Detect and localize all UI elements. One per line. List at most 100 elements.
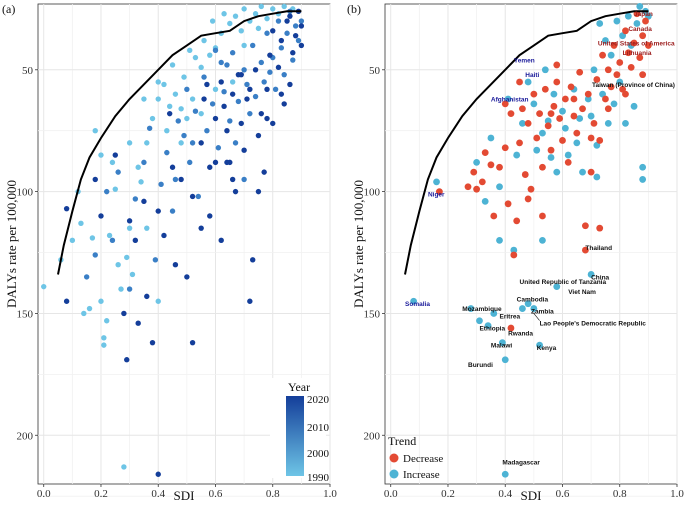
increase-point: [496, 236, 503, 244]
decrease-point: [613, 71, 621, 79]
data-point: [258, 3, 264, 10]
data-point: [189, 339, 196, 346]
decrease-point: [556, 115, 564, 122]
data-point: [198, 225, 204, 231]
data-point: [187, 159, 193, 166]
year-legend: Year 2020 2010 2000 1990: [270, 378, 330, 484]
decrease-point: [581, 222, 589, 230]
increase-point: [410, 297, 418, 305]
decrease-point: [507, 324, 515, 332]
x-tick-label: 0.2: [441, 488, 455, 500]
data-point: [81, 310, 87, 317]
increase-point: [490, 310, 498, 317]
country-label: United States of America: [598, 40, 675, 47]
data-point: [189, 140, 196, 146]
data-point: [158, 181, 164, 188]
data-point: [241, 67, 247, 73]
decrease-point: [553, 78, 561, 86]
data-point: [141, 96, 147, 102]
data-point: [184, 274, 190, 280]
data-point: [101, 342, 107, 348]
data-point: [181, 132, 187, 139]
data-point: [132, 237, 139, 244]
data-point: [92, 176, 98, 183]
increase-point: [544, 117, 552, 125]
decrease-point: [573, 129, 581, 137]
data-point: [126, 140, 133, 146]
data-point: [232, 13, 239, 19]
panel-b-tag: (b): [347, 2, 361, 16]
increase-point: [553, 283, 561, 291]
data-point: [204, 81, 210, 88]
panel-a-frontier-line: [57, 10, 302, 275]
increase-point: [533, 146, 541, 154]
increase-point: [541, 66, 549, 74]
trend-legend-increase-dot: [389, 469, 399, 479]
decrease-point: [561, 95, 569, 103]
decrease-point: [550, 102, 558, 110]
y-tick-label: 200: [364, 430, 381, 442]
trend-legend-title: Trend: [388, 434, 416, 448]
decrease-point: [536, 110, 543, 118]
data-point: [235, 98, 242, 105]
data-point: [281, 101, 287, 107]
panel-a-y-axis: 50 100 150 200: [17, 65, 38, 442]
data-point: [238, 71, 244, 78]
increase-point: [561, 124, 569, 132]
y-tick-label: 150: [364, 308, 381, 320]
decrease-point: [587, 134, 595, 142]
decrease-point: [547, 146, 555, 154]
country-label: Japan: [634, 11, 653, 18]
year-legend-2000: 2000: [307, 448, 330, 460]
trend-legend-decrease-dot: [389, 453, 399, 463]
decrease-point: [584, 90, 592, 98]
panel-b-frontier-line: [404, 10, 649, 275]
data-point: [121, 464, 127, 470]
data-point: [261, 79, 267, 85]
country-label: Ethiopia: [479, 325, 505, 332]
y-tick-label: 100: [17, 187, 34, 199]
decrease-point: [624, 49, 632, 57]
data-point: [258, 59, 264, 66]
data-point: [104, 318, 110, 324]
increase-point: [467, 305, 475, 312]
data-point: [278, 45, 285, 51]
data-point: [86, 305, 93, 312]
data-point: [161, 81, 167, 88]
increase-point: [576, 115, 584, 122]
increase-point: [587, 112, 595, 120]
year-colorbar: [286, 396, 304, 476]
data-point: [98, 152, 104, 158]
data-point: [212, 115, 219, 122]
increase-point: [553, 168, 561, 176]
increase-point: [579, 168, 586, 176]
data-point: [184, 86, 190, 92]
data-point: [115, 262, 121, 268]
year-legend-title: Year: [288, 380, 310, 394]
data-point: [201, 96, 207, 102]
data-point: [126, 286, 133, 292]
data-point: [290, 57, 296, 63]
increase-point: [590, 66, 598, 74]
decrease-point: [581, 246, 589, 254]
data-point: [270, 28, 276, 34]
data-point: [198, 110, 204, 117]
data-point: [126, 225, 133, 231]
increase-point: [630, 102, 638, 110]
data-point: [224, 128, 230, 134]
trend-legend-decrease-label: Decrease: [403, 453, 443, 465]
data-point: [112, 186, 118, 192]
decrease-point: [510, 251, 518, 259]
data-point: [221, 11, 227, 17]
data-point: [255, 132, 262, 139]
decrease-point: [524, 119, 532, 127]
data-point: [126, 218, 133, 224]
increase-point: [539, 236, 546, 244]
country-label: Lithuania: [623, 50, 652, 57]
y-tick-label: 100: [364, 187, 381, 199]
data-point: [135, 164, 141, 170]
panel-a-points: [41, 3, 305, 477]
decrease-point: [501, 100, 509, 108]
x-tick-label: 0.4: [498, 488, 512, 500]
panel-a-y-title: DALYs rate per 100,000: [4, 180, 19, 308]
